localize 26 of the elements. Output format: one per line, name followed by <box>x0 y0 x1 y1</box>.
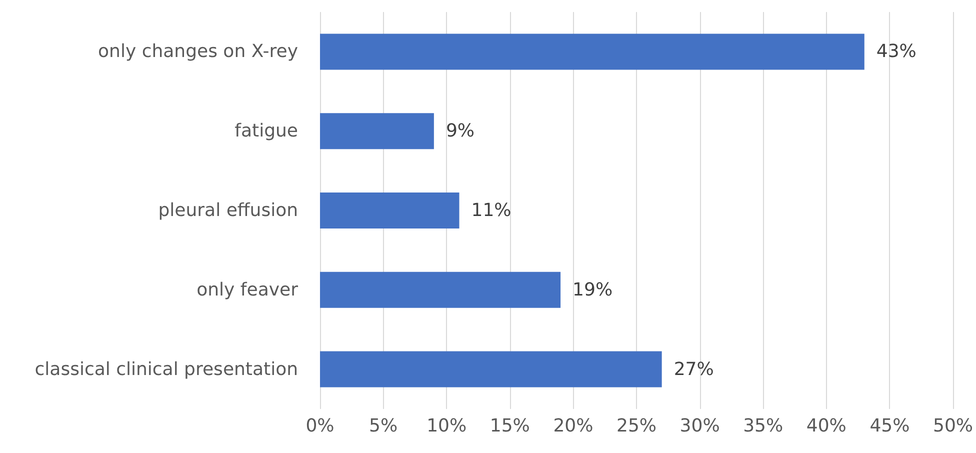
x-tick-label: 40% <box>806 416 846 436</box>
x-tick-label: 15% <box>490 416 530 436</box>
data-label: 11% <box>471 200 512 221</box>
data-label: 27% <box>674 358 714 380</box>
x-tick-label: 20% <box>553 416 594 436</box>
bar <box>320 351 662 388</box>
y-tick-label: classical clinical presentation <box>34 358 298 380</box>
x-tick-label: 5% <box>369 416 398 436</box>
bar <box>320 34 864 70</box>
bar <box>320 192 460 228</box>
x-tick-label: 25% <box>616 416 657 436</box>
y-tick-label: pleural effusion <box>158 200 298 221</box>
data-label: 43% <box>876 41 916 62</box>
y-tick-label: only feaver <box>196 279 299 300</box>
x-tick-label: 35% <box>743 416 784 436</box>
y-tick-label: only changes on X-rey <box>98 41 298 62</box>
bar <box>320 272 561 308</box>
bar <box>320 113 434 150</box>
x-tick-label: 30% <box>680 416 720 436</box>
y-tick-label: fatigue <box>234 120 298 142</box>
x-tick-label: 45% <box>870 416 910 436</box>
x-tick-label: 0% <box>306 416 334 436</box>
x-tick-label: 10% <box>426 416 467 436</box>
data-label: 19% <box>572 279 613 300</box>
data-label: 9% <box>446 120 474 142</box>
x-tick-label: 50% <box>932 416 974 436</box>
